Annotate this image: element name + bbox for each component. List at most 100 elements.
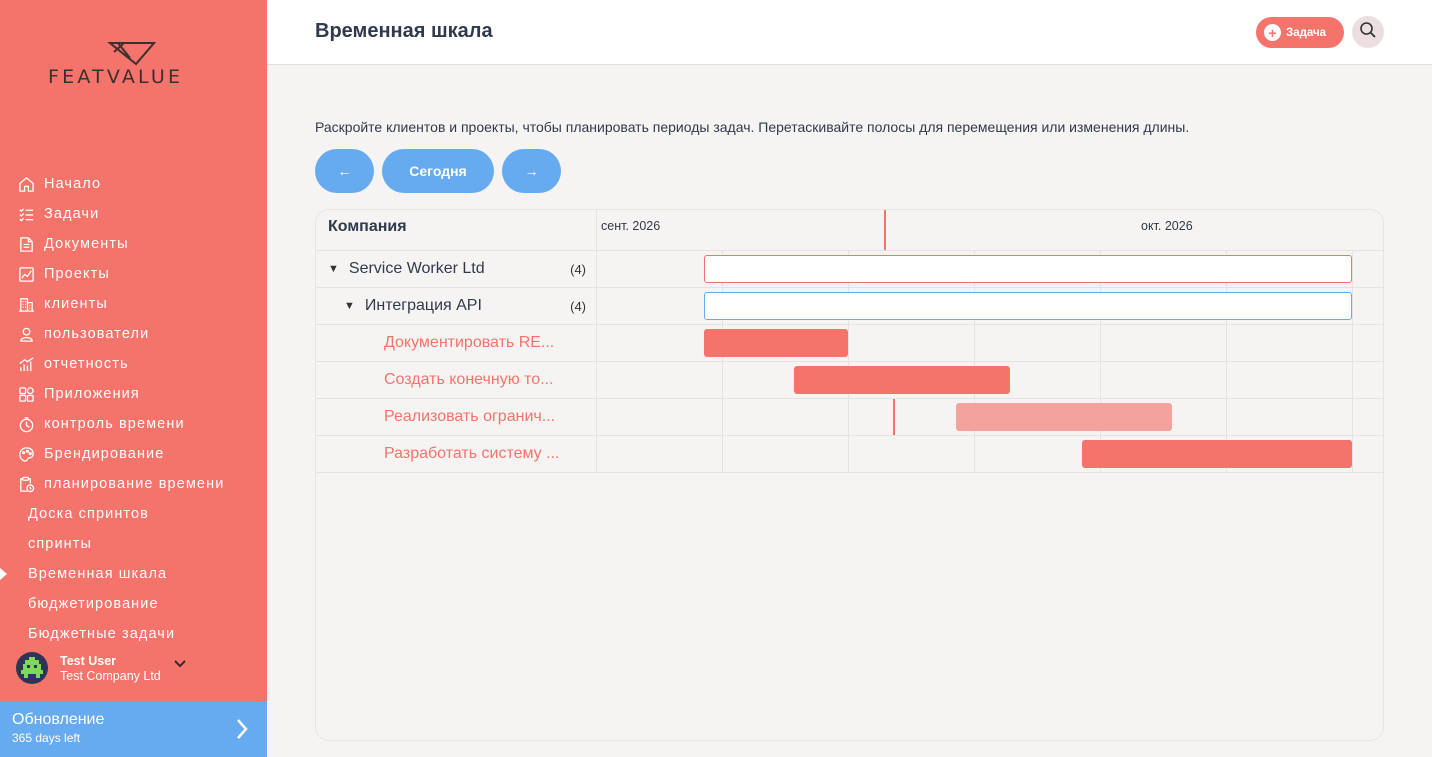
today-label: Сегодня [409,163,467,179]
grid-line [1100,251,1101,473]
grid-line [974,251,975,473]
user-name: Test User [60,653,117,668]
reports-icon [17,355,35,373]
today-marker [893,399,895,435]
task-bar[interactable] [704,329,848,357]
sidebar-subitem-sprints[interactable]: спринты [0,529,267,559]
next-period-button[interactable]: → [502,149,561,193]
prev-period-button[interactable]: ← [315,149,374,193]
sidebar-item-documents[interactable]: Документы [0,229,267,259]
timeline-row [597,399,1383,436]
task-bar[interactable] [956,403,1172,431]
task-bar[interactable] [794,366,1010,394]
sidebar-item-tasks[interactable]: Задачи [0,199,267,229]
today-button[interactable]: Сегодня [382,149,494,193]
project-row[interactable]: ▼ Интеграция API (4) [316,288,597,325]
user-company: Test Company Ltd [60,668,161,683]
sidebar-item-time-planning[interactable]: планирование времени [0,469,267,499]
task-row[interactable]: Документировать RE... [316,325,597,362]
grid-line [848,251,849,473]
chevron-down-icon[interactable] [173,656,187,674]
sidebar-item-users[interactable]: пользователи [0,319,267,349]
upgrade-title: Обновление [12,711,105,728]
sidebar-item-label: отчетность [44,356,129,372]
plus-icon: + [1264,24,1281,41]
sidebar-item-branding[interactable]: Брендирование [0,439,267,469]
task-name: Реализовать огранич... [384,408,556,425]
arrow-right-icon: → [524,163,539,179]
sidebar-subitem-budgeting[interactable]: бюджетирование [0,589,267,619]
search-button[interactable] [1352,16,1384,48]
sidebar-item-label: бюджетирование [28,596,159,612]
timeline-row [597,251,1383,288]
add-task-button[interactable]: + Задача [1256,17,1344,48]
gantt-column-header: Компания [316,210,597,251]
caret-down-icon[interactable]: ▼ [328,263,339,275]
month-label: окт. 2026 [1141,219,1193,233]
grid-line [1352,251,1353,473]
gantt-timescale: сент. 2026 окт. 2026 [597,210,1383,251]
task-row[interactable]: Реализовать огранич... [316,399,597,436]
avatar [16,652,48,684]
timeline-row [597,325,1383,362]
sidebar-item-apps[interactable]: Приложения [0,379,267,409]
task-row[interactable]: Создать конечную то... [316,362,597,399]
grid-line [1226,251,1227,473]
caret-down-icon[interactable]: ▼ [344,300,355,312]
timeline-row [597,436,1383,473]
month-label: сент. 2026 [601,219,661,233]
sidebar-item-label: клиенты [44,296,108,312]
logo-text: FEATVALUE [48,66,184,88]
apps-icon [17,385,35,403]
sidebar-item-clients[interactable]: клиенты [0,289,267,319]
sidebar-item-label: Приложения [44,386,140,402]
project-span-bar[interactable] [704,292,1352,320]
sidebar-item-label: спринты [28,536,93,552]
grid-line [722,251,723,473]
sidebar-item-home[interactable]: Начало [0,169,267,199]
client-row[interactable]: ▼ Service Worker Ltd (4) [316,251,597,288]
documents-icon [17,235,35,253]
sidebar-subitem-sprint-board[interactable]: Доска спринтов [0,499,267,529]
sidebar-item-label: Проекты [44,266,110,282]
task-count: (4) [570,298,586,314]
sidebar-item-label: Доска спринтов [28,506,149,522]
sidebar-item-label: Брендирование [44,446,165,462]
sidebar-item-label: Временная шкала [28,566,168,582]
gantt-chart: Компания сент. 2026 окт. 2026 ▼ Service … [315,209,1384,741]
upgrade-banner[interactable]: Обновление 365 days left [0,701,267,757]
tasks-icon [17,205,35,223]
chevron-right-icon [235,718,249,745]
task-bar[interactable] [1082,440,1352,468]
sidebar-item-label: Задачи [44,206,100,222]
sidebar-item-label: Начало [44,176,102,192]
user-menu[interactable]: Test User Test Company Ltd [16,652,187,684]
logo-mark-icon [107,42,157,66]
sidebar-item-projects[interactable]: Проекты [0,259,267,289]
sidebar-item-reports[interactable]: отчетность [0,349,267,379]
home-icon [17,175,35,193]
upgrade-days-left: 365 days left [12,731,81,745]
sidebar-subitem-timeline[interactable]: Временная шкала [0,559,267,589]
task-name: Создать конечную то... [384,371,554,388]
sidebar-item-label: Документы [44,236,129,252]
sidebar: FEATVALUE Начало Задачи Документы Проект… [0,0,267,757]
client-span-bar[interactable] [704,255,1352,283]
users-icon [17,325,35,343]
timeline-hint: Раскройте клиентов и проекты, чтобы план… [315,119,1190,135]
time-planning-icon [17,475,35,493]
sidebar-item-label: планирование времени [44,476,225,492]
timeline-row [597,288,1383,325]
time-tracking-icon [17,415,35,433]
sidebar-item-time-tracking[interactable]: контроль времени [0,409,267,439]
top-header: Временная шкала + Задача [267,0,1432,65]
today-marker-header [884,210,886,250]
task-name: Документировать RE... [384,334,555,351]
task-row[interactable]: Разработать систему ... [316,436,597,473]
client-name: Service Worker Ltd [348,260,485,277]
featvalue-logo[interactable] [44,40,224,90]
add-task-label: Задача [1286,26,1327,39]
sidebar-item-label: Бюджетные задачи [28,626,176,642]
sidebar-subitem-budget-tasks[interactable]: Бюджетные задачи [0,619,267,649]
task-name: Разработать систему ... [384,445,560,462]
